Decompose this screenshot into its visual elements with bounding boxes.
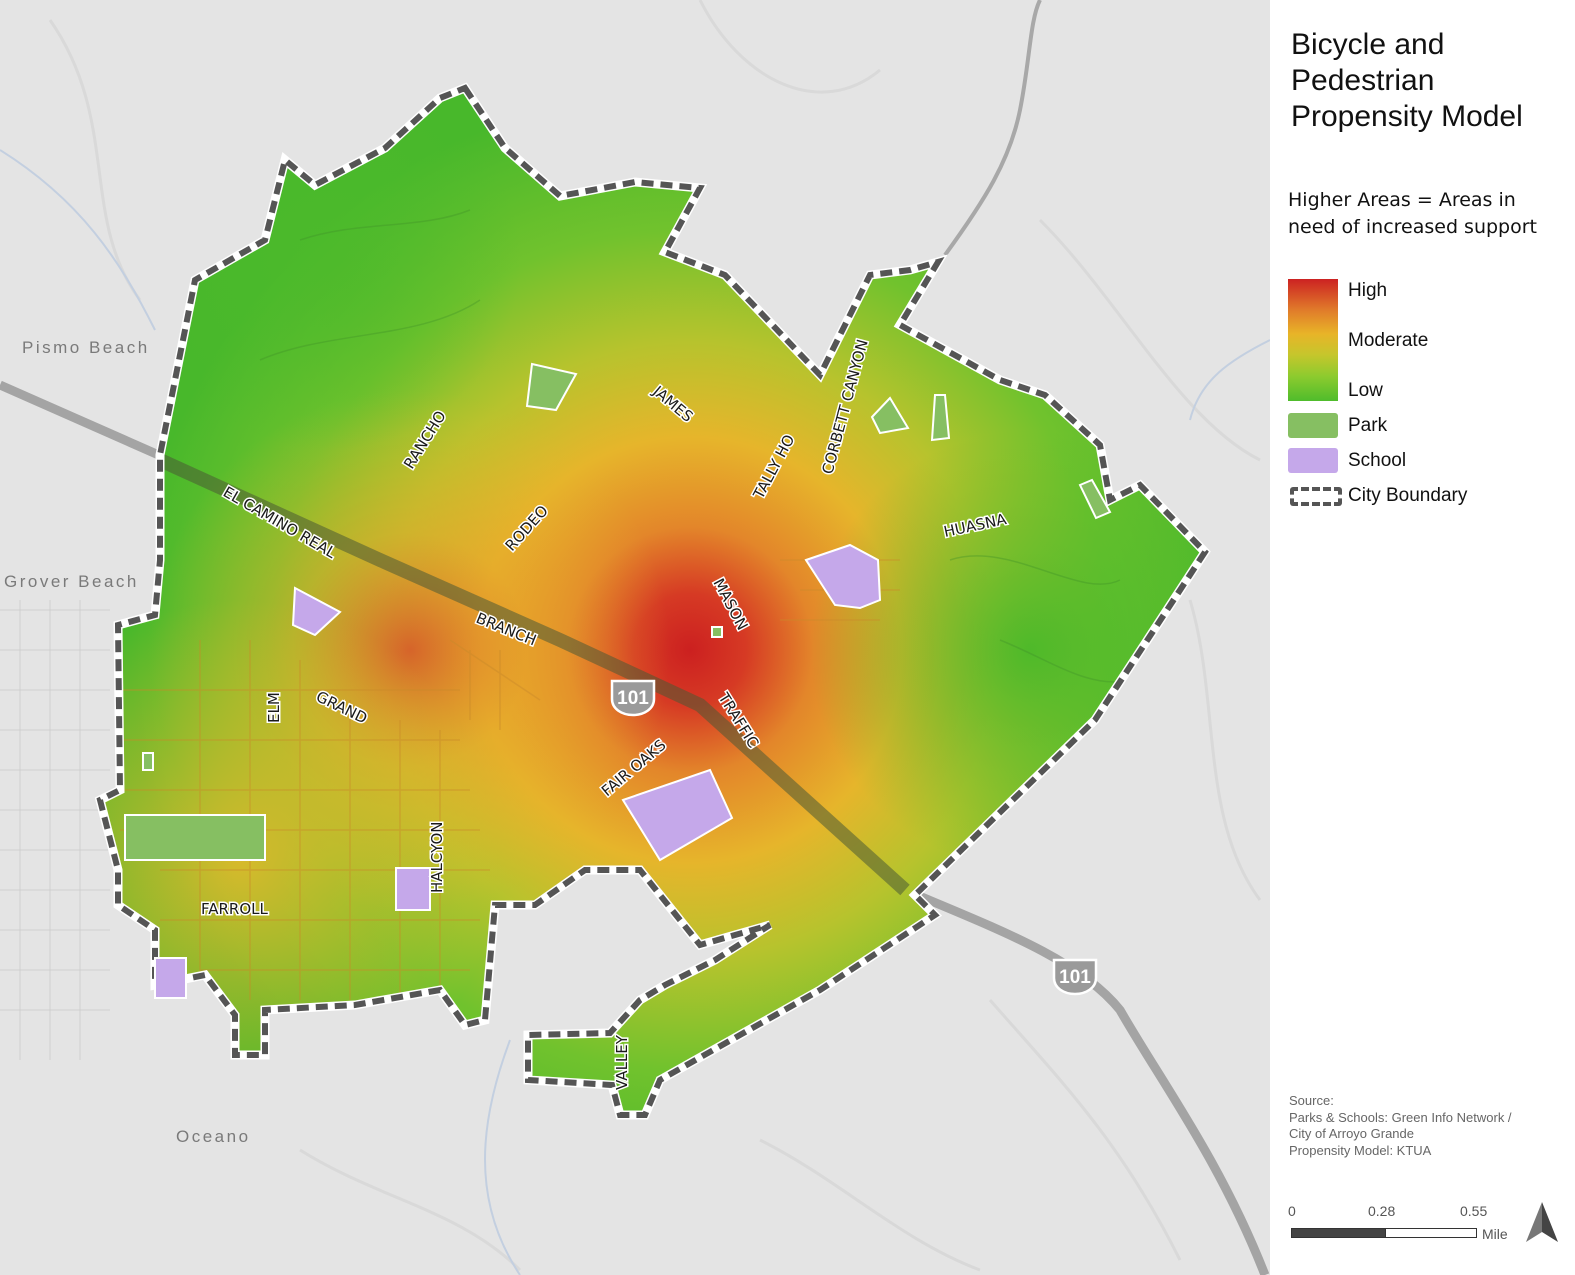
schools	[154, 543, 882, 999]
legend-label-moderate: Moderate	[1348, 330, 1429, 351]
scale-unit-label: Mile	[1482, 1226, 1508, 1242]
legend-label-low: Low	[1348, 380, 1383, 401]
road-north	[943, 0, 1042, 257]
propensity-color-ramp	[1288, 279, 1338, 401]
map-canvas[interactable]: Pismo Beach Grover Beach Oceano EL CAMIN…	[0, 0, 1270, 1275]
street-label-elm: ELM	[265, 692, 283, 723]
us-101-shield: 101	[610, 679, 656, 717]
park[interactable]	[1078, 478, 1112, 520]
street-label-halcyon: HALCYON	[428, 822, 446, 893]
park[interactable]	[124, 814, 266, 861]
source-line: Propensity Model: KTUA	[1289, 1142, 1432, 1158]
school[interactable]	[154, 957, 187, 999]
source-credits: Source: Parks & Schools: Green Info Netw…	[1289, 1093, 1564, 1159]
source-line: City of Arroyo Grande	[1289, 1126, 1414, 1141]
legend-panel: Bicycle and Pedestrian Propensity Model …	[1270, 0, 1575, 1275]
highway-south	[903, 885, 1270, 1275]
legend-swatch-park	[1288, 413, 1338, 438]
school[interactable]	[395, 867, 431, 911]
school[interactable]	[804, 543, 882, 610]
highway-west	[0, 380, 172, 465]
source-heading: Source:	[1289, 1093, 1334, 1108]
map-title: Bicycle and Pedestrian Propensity Model	[1291, 28, 1523, 133]
street-label-valley: VALLEY	[613, 1034, 631, 1090]
legend-label-high: High	[1348, 280, 1388, 301]
legend-subtitle: Higher Areas = Areas in need of increase…	[1288, 189, 1538, 238]
park[interactable]	[870, 396, 910, 435]
park[interactable]	[142, 752, 154, 771]
terrain-relief	[48, 0, 1262, 1272]
scale-tick-2: 0.55	[1460, 1203, 1488, 1219]
place-label-pismo-beach: Pismo Beach	[22, 338, 150, 357]
park[interactable]	[525, 362, 578, 412]
legend-swatch-school	[1288, 448, 1338, 473]
scale-bar-segment	[1385, 1228, 1477, 1238]
legend-label-park: Park	[1348, 415, 1388, 436]
park[interactable]	[711, 626, 723, 638]
legend-symbol-city-boundary	[1290, 487, 1342, 506]
school[interactable]	[621, 768, 734, 862]
svg-text:101: 101	[1059, 967, 1091, 988]
legend-label-city-boundary: City Boundary	[1348, 485, 1468, 506]
source-line: Parks & Schools: Green Info Network /	[1289, 1109, 1512, 1125]
scale-tick-0: 0	[1288, 1203, 1296, 1219]
us-101-shield: 101	[1052, 958, 1098, 996]
street-label-farroll: FARROLL	[201, 900, 269, 918]
place-label-oceano: Oceano	[176, 1127, 251, 1146]
parks	[124, 362, 1112, 861]
creeks	[0, 149, 1270, 1275]
school[interactable]	[291, 586, 342, 637]
grover-beach-street-grid	[0, 600, 110, 1060]
park[interactable]	[930, 394, 951, 442]
legend-label-school: School	[1348, 450, 1407, 471]
place-label-grover-beach: Grover Beach	[4, 572, 139, 591]
scale-bar-segment	[1291, 1228, 1386, 1238]
svg-text:101: 101	[617, 688, 649, 709]
scale-tick-1: 0.28	[1368, 1203, 1396, 1219]
north-arrow-icon	[1526, 1202, 1558, 1242]
